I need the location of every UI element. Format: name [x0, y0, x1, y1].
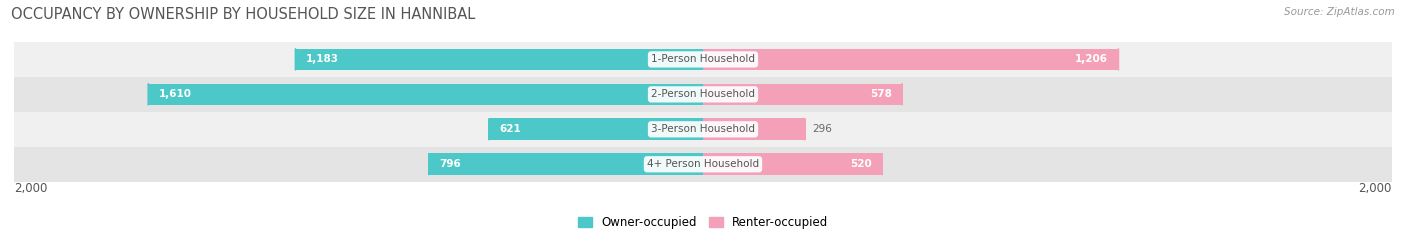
Text: 2,000: 2,000 [14, 182, 48, 195]
Bar [14, 112, 1392, 147]
Legend: Owner-occupied, Renter-occupied: Owner-occupied, Renter-occupied [578, 216, 828, 229]
Bar [14, 42, 1392, 77]
Text: 296: 296 [811, 124, 832, 134]
Bar [295, 49, 703, 70]
Text: Source: ZipAtlas.com: Source: ZipAtlas.com [1284, 7, 1395, 17]
Text: 1,610: 1,610 [159, 89, 191, 99]
Text: 2,000: 2,000 [1358, 182, 1392, 195]
Text: 4+ Person Household: 4+ Person Household [647, 159, 759, 169]
Text: 2-Person Household: 2-Person Household [651, 89, 755, 99]
Text: 1-Person Household: 1-Person Household [651, 55, 755, 64]
Text: 1,206: 1,206 [1076, 55, 1108, 64]
Bar [149, 83, 703, 105]
Bar [489, 118, 703, 140]
Text: OCCUPANCY BY OWNERSHIP BY HOUSEHOLD SIZE IN HANNIBAL: OCCUPANCY BY OWNERSHIP BY HOUSEHOLD SIZE… [11, 7, 475, 22]
Text: 621: 621 [499, 124, 522, 134]
Text: 796: 796 [439, 159, 461, 169]
Text: 520: 520 [851, 159, 872, 169]
Bar [703, 49, 1118, 70]
Bar [14, 77, 1392, 112]
Text: 1,183: 1,183 [307, 55, 339, 64]
Bar [14, 147, 1392, 182]
Bar [703, 118, 806, 140]
Bar [703, 83, 903, 105]
Text: 3-Person Household: 3-Person Household [651, 124, 755, 134]
Bar [429, 153, 703, 175]
Bar [703, 153, 882, 175]
Text: 578: 578 [870, 89, 891, 99]
